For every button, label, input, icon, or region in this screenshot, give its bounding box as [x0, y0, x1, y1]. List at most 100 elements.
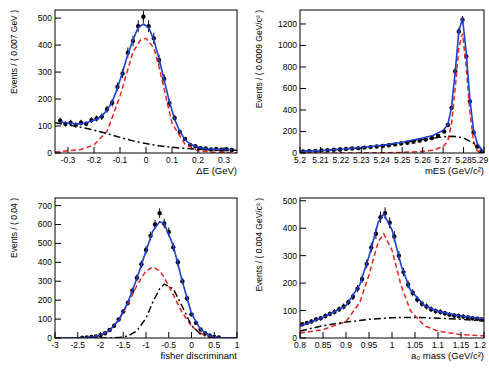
fit-curve: [60, 24, 232, 150]
x-axis-title: a₀ mass (GeV/c²): [411, 350, 484, 361]
y-axis-title: Events / ( 0.0009 GeV/c² ): [254, 10, 264, 108]
x-tick-label: -0.2: [87, 155, 102, 165]
figure: 0100200300400500-0.3-0.2-0.100.10.20.3ΔE…: [0, 0, 489, 372]
y-tick-label: 800: [283, 62, 297, 72]
plot-area: [300, 16, 484, 153]
x-tick: [120, 147, 121, 153]
y-tick: [55, 319, 61, 320]
frame: [300, 10, 484, 153]
y-tick: [300, 66, 306, 67]
fit-curve: [55, 267, 237, 338]
x-tick: [146, 332, 147, 338]
y-tick: [300, 88, 306, 89]
x-tick: [224, 147, 225, 153]
y-tick-label: 700: [38, 201, 52, 211]
x-tick-label: 5.25: [394, 155, 411, 165]
fit-curve: [55, 123, 237, 151]
frame: [55, 10, 237, 153]
x-tick: [168, 332, 169, 338]
x-tick: [300, 147, 301, 153]
x-tick: [55, 332, 56, 338]
y-tick-label: 1000: [278, 40, 297, 50]
y-axis-title: Events / ( 0.04 ): [9, 198, 19, 258]
fit-curve: [300, 18, 484, 153]
x-axis-title: mES (GeV/c²): [425, 165, 484, 176]
x-tick: [422, 147, 423, 153]
fit-curve: [300, 317, 484, 331]
y-tick-label: 300: [38, 67, 52, 77]
plot-area: [55, 208, 237, 338]
y-tick: [55, 300, 61, 301]
y-tick-label: 200: [283, 278, 297, 288]
y-tick: [55, 224, 61, 225]
y-tick: [300, 228, 306, 229]
fit-curve: [55, 38, 237, 152]
y-tick: [300, 200, 306, 201]
y-tick: [300, 45, 306, 46]
x-tick: [438, 332, 439, 338]
plot-area: [300, 207, 484, 335]
x-tick-label: 5.29: [472, 155, 489, 165]
x-tick-label: 1.05: [407, 340, 424, 350]
panel: 01002003004005000.80.850.90.9511.051.11.…: [254, 196, 486, 361]
x-tick: [461, 332, 462, 338]
y-tick-label: 0: [47, 148, 52, 158]
fit-curve: [55, 222, 237, 338]
data-point: [141, 15, 145, 19]
y-tick-label: 500: [283, 196, 297, 206]
x-tick: [381, 147, 382, 153]
x-tick-label: -2: [97, 340, 105, 350]
y-tick: [300, 153, 306, 154]
panel: 0200400600800100012005.25.215.225.235.24…: [254, 10, 489, 176]
y-tick: [55, 126, 61, 127]
y-tick-label: 500: [38, 238, 52, 248]
plot-area: [55, 11, 237, 153]
x-tick-label: 0.2: [192, 155, 204, 165]
panel: 0100200300400500600700-3-2.5-2-1.5-1-0.5…: [9, 198, 240, 361]
y-tick: [55, 99, 61, 100]
x-tick-label: 0.3: [218, 155, 230, 165]
x-tick: [369, 332, 370, 338]
x-tick-label: -0.3: [61, 155, 76, 165]
x-tick-label: 5.2: [294, 155, 306, 165]
x-tick-label: 1.15: [453, 340, 470, 350]
y-tick: [300, 283, 306, 284]
x-tick: [323, 332, 324, 338]
y-tick: [300, 338, 306, 339]
y-tick: [55, 18, 61, 19]
x-tick: [300, 332, 301, 338]
x-tick-label: 5.28: [455, 155, 472, 165]
x-axis-title: fisher discriminant: [160, 350, 237, 361]
x-tick-label: 0.95: [361, 340, 378, 350]
x-tick-label: 5.23: [353, 155, 370, 165]
x-tick-label: 5.21: [312, 155, 329, 165]
x-tick-label: 0.5: [208, 340, 220, 350]
x-tick: [463, 147, 464, 153]
y-tick-label: 1200: [278, 19, 297, 29]
y-tick-label: 300: [283, 251, 297, 261]
x-tick-label: -1: [142, 340, 150, 350]
x-tick: [68, 147, 69, 153]
y-tick: [55, 72, 61, 73]
x-tick-label: 1: [390, 340, 395, 350]
x-tick: [146, 147, 147, 153]
y-tick-label: 600: [38, 219, 52, 229]
y-tick-label: 400: [38, 257, 52, 267]
y-tick-label: 600: [283, 83, 297, 93]
y-tick-label: 200: [38, 94, 52, 104]
x-tick-label: 5.24: [374, 155, 391, 165]
x-tick-label: 1.2: [474, 340, 486, 350]
y-tick: [300, 310, 306, 311]
fit-curve: [300, 234, 484, 336]
x-tick: [340, 147, 341, 153]
x-tick: [402, 147, 403, 153]
y-tick: [300, 131, 306, 132]
x-tick: [320, 147, 321, 153]
x-tick-label: -2.5: [70, 340, 85, 350]
y-tick: [55, 45, 61, 46]
y-tick-label: 400: [38, 40, 52, 50]
y-tick: [55, 153, 61, 154]
y-tick: [300, 255, 306, 256]
x-tick-label: 0.1: [166, 155, 178, 165]
x-tick-label: 1: [235, 340, 240, 350]
